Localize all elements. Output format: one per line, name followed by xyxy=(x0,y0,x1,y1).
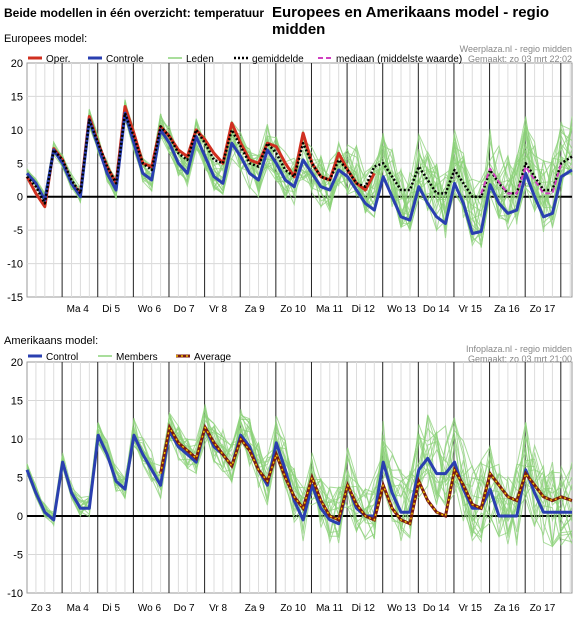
eu-xtick-label: Ma 11 xyxy=(316,304,343,315)
us-xtick-label: Vr 15 xyxy=(458,603,482,614)
eu-legend-label: mediaan (middelste waarde) xyxy=(336,54,462,65)
amerikaans-section-label: Amerikaans model: xyxy=(4,335,99,347)
eu-xtick-label: Za 9 xyxy=(245,304,265,315)
eu-median-line xyxy=(480,163,563,195)
eu-legend-label: Oper. xyxy=(46,54,70,65)
eu-xtick-label: Wo 6 xyxy=(138,304,162,315)
eu-ytick-label: 10 xyxy=(11,125,23,137)
eu-ytick-label: 0 xyxy=(17,192,23,204)
eu-ytick-label: 5 xyxy=(17,158,23,170)
us-member-line xyxy=(26,413,573,535)
eu-xtick-label: Do 7 xyxy=(173,304,195,315)
eu-xtick-label: Do 14 xyxy=(423,304,450,315)
us-member-line xyxy=(26,419,573,544)
eu-ytick-label: 15 xyxy=(11,91,23,103)
us-xtick-label: Za 9 xyxy=(245,603,265,614)
us-xtick-label: Zo 3 xyxy=(31,603,51,614)
europees-credit-line2: Gemaakt: zo 03 mrt 22:02 xyxy=(467,54,572,64)
eu-ytick-label: -10 xyxy=(7,259,23,271)
page-title-left: Beide modellen in één overzicht: tempera… xyxy=(4,6,265,20)
us-ytick-label: 5 xyxy=(17,473,23,485)
eu-legend-label: gemiddelde xyxy=(252,54,304,65)
us-legend-label: Members xyxy=(116,352,158,363)
us-member-line xyxy=(26,411,573,545)
eu-control-line xyxy=(25,111,573,235)
eu-xtick-label: Zo 10 xyxy=(280,304,306,315)
eu-xtick-label: Ma 4 xyxy=(67,304,90,315)
us-ytick-label: -5 xyxy=(13,550,23,562)
eu-xtick-label: Wo 13 xyxy=(387,304,416,315)
eu-mean-line xyxy=(26,111,573,205)
page-title-right: Europees en Amerikaans model - regio mid… xyxy=(272,4,550,38)
eu-xtick-label: Zo 17 xyxy=(530,304,556,315)
amerikaans-chart: 20 15 10 5 0 -5 -10 Zo 3 Ma 4 Di 5 Wo 6 Do 7 Vr 8 Za … xyxy=(7,352,573,614)
us-xtick-label: Di 12 xyxy=(352,603,376,614)
us-xtick-label: Do 14 xyxy=(423,603,450,614)
us-ytick-label: 20 xyxy=(11,357,23,369)
europees-credit: Weerplaza.nl - regio midden Gemaakt: zo … xyxy=(460,44,572,64)
amerikaans-credit: Infoplaza.nl - regio midden Gemaakt: zo … xyxy=(466,344,572,364)
eu-xtick-label: Vr 15 xyxy=(458,304,482,315)
eu-legend-label: Leden xyxy=(186,54,214,65)
us-xtick-label: Vr 8 xyxy=(209,603,227,614)
eu-xtick-label: Za 16 xyxy=(494,304,520,315)
us-xtick-label: Wo 13 xyxy=(387,603,416,614)
us-xtick-label: Ma 4 xyxy=(67,603,90,614)
us-legend-label: Average xyxy=(194,352,232,363)
amerikaans-credit-line1: Infoplaza.nl - regio midden xyxy=(465,344,572,354)
eu-ytick-label: 20 xyxy=(11,58,23,70)
us-member-line xyxy=(26,406,573,534)
us-xtick-label: Do 7 xyxy=(173,603,195,614)
us-average-line xyxy=(159,426,573,525)
us-xtick-label: Zo 17 xyxy=(530,603,556,614)
eu-ytick-label: -5 xyxy=(13,225,23,237)
eu-legend-label: Controle xyxy=(106,54,144,65)
eu-xtick-label: Di 12 xyxy=(352,304,376,315)
us-xtick-label: Di 5 xyxy=(102,603,120,614)
europees-chart: 20 15 10 5 0 -5 -10 -15 Ma 4 Di 5 Wo 6 Do 7 Vr 8 Za 9… xyxy=(7,54,573,315)
us-xtick-label: Wo 6 xyxy=(138,603,162,614)
us-ytick-label: 0 xyxy=(17,511,23,523)
us-xtick-label: Zo 10 xyxy=(280,603,306,614)
eu-xtick-label: Vr 8 xyxy=(209,304,227,315)
eu-ytick-label: -15 xyxy=(7,292,23,304)
amerikaans-credit-line2: Gemaakt: zo 03 mrt 21:00 xyxy=(467,354,572,364)
us-member-line xyxy=(26,412,573,539)
us-ytick-label: -10 xyxy=(7,588,23,600)
us-ytick-label: 15 xyxy=(11,396,23,408)
europees-credit-line1: Weerplaza.nl - regio midden xyxy=(459,44,572,54)
us-ytick-label: 10 xyxy=(11,434,23,446)
eu-xtick-label: Di 5 xyxy=(102,304,120,315)
europees-section-label: Europees model: xyxy=(4,33,88,45)
us-xtick-label: Ma 11 xyxy=(316,603,343,614)
us-xtick-label: Za 16 xyxy=(494,603,520,614)
us-legend-label: Control xyxy=(46,352,78,363)
